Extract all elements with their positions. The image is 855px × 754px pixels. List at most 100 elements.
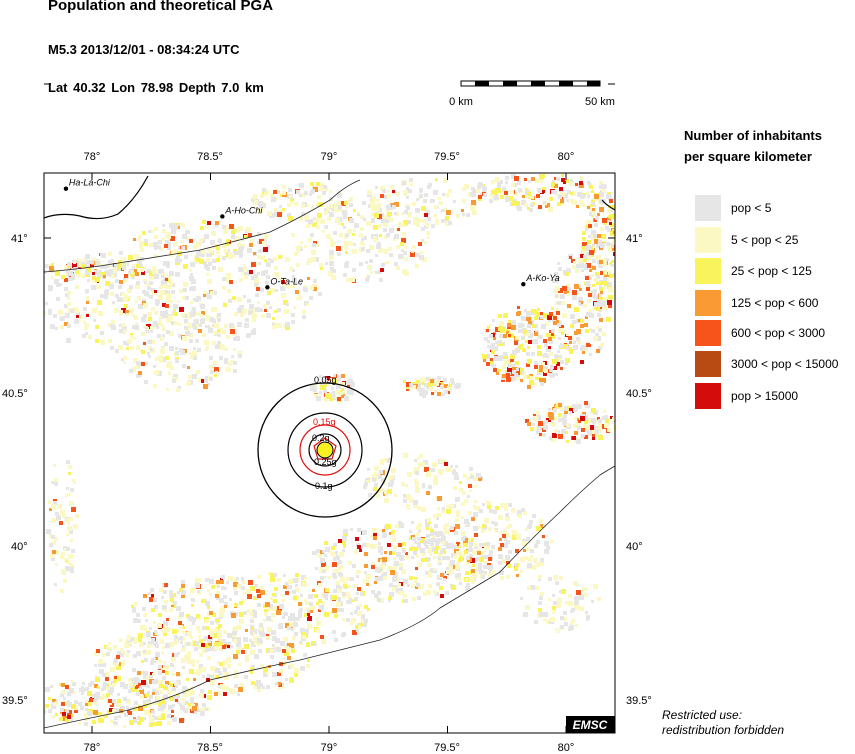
population-cell xyxy=(527,333,530,336)
population-cell xyxy=(229,224,234,229)
population-cell xyxy=(226,239,230,243)
population-cell xyxy=(272,644,275,647)
population-cell xyxy=(534,620,538,624)
population-cell xyxy=(387,566,392,571)
population-cell xyxy=(114,308,118,312)
population-cell xyxy=(328,393,332,397)
population-cell xyxy=(391,531,395,535)
population-cell xyxy=(505,516,510,521)
population-cell xyxy=(505,374,509,378)
population-cell xyxy=(528,524,532,528)
population-cell xyxy=(523,375,527,379)
population-cell xyxy=(432,378,436,382)
population-cell xyxy=(111,699,116,704)
population-cell xyxy=(603,241,606,244)
population-cell xyxy=(221,575,225,579)
population-cell xyxy=(378,217,381,220)
population-cell xyxy=(337,398,341,402)
population-cell xyxy=(543,524,546,527)
population-cell xyxy=(152,689,157,694)
population-cell xyxy=(137,259,142,264)
population-cell xyxy=(64,304,68,308)
population-cell xyxy=(599,318,603,322)
population-cell xyxy=(151,637,156,642)
population-cell xyxy=(211,633,214,636)
population-cell xyxy=(611,228,615,232)
population-cell xyxy=(65,559,68,562)
population-cell xyxy=(426,527,429,530)
population-cell xyxy=(166,285,169,288)
population-cell xyxy=(159,285,163,289)
population-cell xyxy=(539,174,544,179)
population-cell xyxy=(215,371,218,374)
population-cell xyxy=(614,226,615,230)
population-cell xyxy=(552,180,555,183)
population-cell xyxy=(52,550,56,554)
population-cell xyxy=(556,430,560,434)
population-cell xyxy=(510,369,514,373)
population-cell xyxy=(601,184,606,189)
population-cell xyxy=(67,324,71,328)
population-cell xyxy=(239,619,244,624)
population-cell xyxy=(424,213,428,217)
population-cell xyxy=(365,261,368,264)
population-cell xyxy=(478,195,482,199)
legend-label: pop > 15000 xyxy=(731,389,799,403)
population-cell xyxy=(437,376,441,380)
population-cell xyxy=(84,717,88,721)
population-cell xyxy=(443,178,448,183)
population-cell xyxy=(234,612,238,616)
population-cell xyxy=(374,593,379,598)
population-cell xyxy=(323,389,327,393)
population-cell xyxy=(530,320,534,324)
population-cell xyxy=(239,601,243,605)
population-cell xyxy=(452,545,456,549)
population-cell xyxy=(409,383,413,387)
population-cell xyxy=(306,224,310,228)
population-cell xyxy=(420,548,425,553)
population-cell xyxy=(67,302,71,306)
population-cell xyxy=(595,256,599,260)
population-cell xyxy=(87,691,92,696)
population-cell xyxy=(539,612,544,617)
population-cell xyxy=(374,234,378,238)
population-cell xyxy=(182,245,187,250)
population-cell xyxy=(499,570,504,575)
population-cell xyxy=(243,234,247,238)
population-cell xyxy=(599,309,602,312)
population-cell xyxy=(445,591,449,595)
population-cell xyxy=(316,396,321,401)
population-cell xyxy=(611,260,614,263)
population-cell xyxy=(136,346,140,350)
population-cell xyxy=(201,379,205,383)
population-cell xyxy=(401,238,406,243)
population-cell xyxy=(539,378,543,382)
population-cell xyxy=(364,605,368,609)
population-cell xyxy=(324,554,327,557)
population-cell xyxy=(204,340,209,345)
population-cell xyxy=(514,567,518,571)
population-cell xyxy=(530,311,534,315)
population-cell xyxy=(226,642,231,647)
population-cell xyxy=(396,552,401,557)
population-cell xyxy=(553,289,557,293)
population-cell xyxy=(184,319,188,323)
population-cell xyxy=(506,561,510,565)
population-cell xyxy=(129,720,134,725)
population-cell xyxy=(159,316,162,319)
population-cell xyxy=(614,224,615,229)
population-cell xyxy=(211,675,214,678)
population-cell xyxy=(572,290,577,295)
population-cell xyxy=(263,247,268,252)
population-cell xyxy=(325,597,328,600)
population-cell xyxy=(138,704,141,707)
population-cell xyxy=(186,230,190,234)
population-cell xyxy=(394,212,397,215)
population-cell xyxy=(350,612,353,615)
population-cell xyxy=(364,619,368,623)
population-cell xyxy=(294,596,299,601)
population-cell xyxy=(419,190,422,193)
population-cell xyxy=(348,585,351,588)
population-cell xyxy=(230,611,234,615)
population-cell xyxy=(391,205,395,209)
